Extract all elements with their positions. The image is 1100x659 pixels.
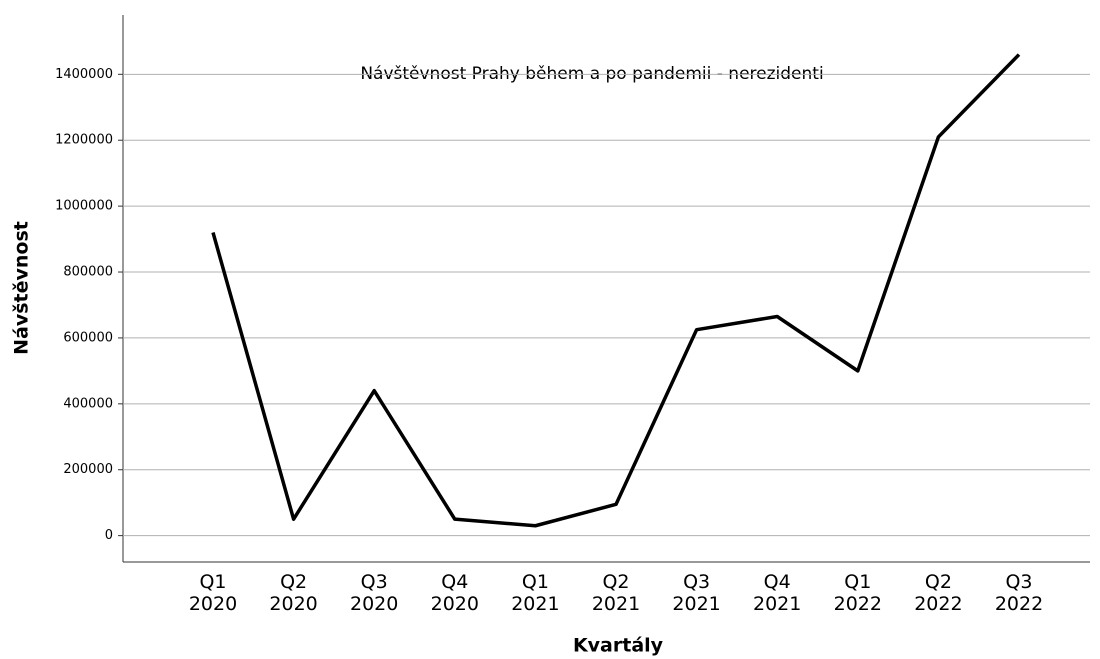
y-tick-label: 800000 bbox=[63, 265, 113, 280]
x-tick-label: Q3 2020 bbox=[350, 571, 399, 615]
x-tick-label: Q3 2022 bbox=[994, 571, 1044, 615]
x-tick-label: Q4 2021 bbox=[753, 571, 802, 615]
y-tick-label: 1400000 bbox=[55, 67, 113, 82]
x-tick-label: Q3 2021 bbox=[672, 571, 721, 615]
y-tick-label: 1200000 bbox=[55, 133, 113, 148]
x-tick-label: Q1 2021 bbox=[511, 571, 560, 615]
x-tick-label: Q2 2020 bbox=[269, 571, 318, 615]
y-tick-label: 200000 bbox=[63, 462, 113, 477]
x-tick-label: Q4 2020 bbox=[430, 571, 479, 615]
x-tick-label: Q2 2021 bbox=[591, 571, 641, 615]
y-tick-label: 1000000 bbox=[55, 199, 113, 214]
y-axis-label: Návštěvnost bbox=[11, 221, 33, 355]
y-tick-label: 400000 bbox=[63, 396, 113, 411]
y-tick-label: 600000 bbox=[63, 330, 113, 345]
line-series bbox=[211, 53, 1021, 528]
x-axis-label: Kvartály bbox=[573, 635, 664, 657]
x-tick-label: Q1 2022 bbox=[833, 571, 882, 615]
y-tick-label: 0 bbox=[105, 528, 113, 543]
x-tick-label: Q1 2020 bbox=[188, 571, 238, 615]
x-tick-label: Q2 2022 bbox=[914, 571, 963, 615]
